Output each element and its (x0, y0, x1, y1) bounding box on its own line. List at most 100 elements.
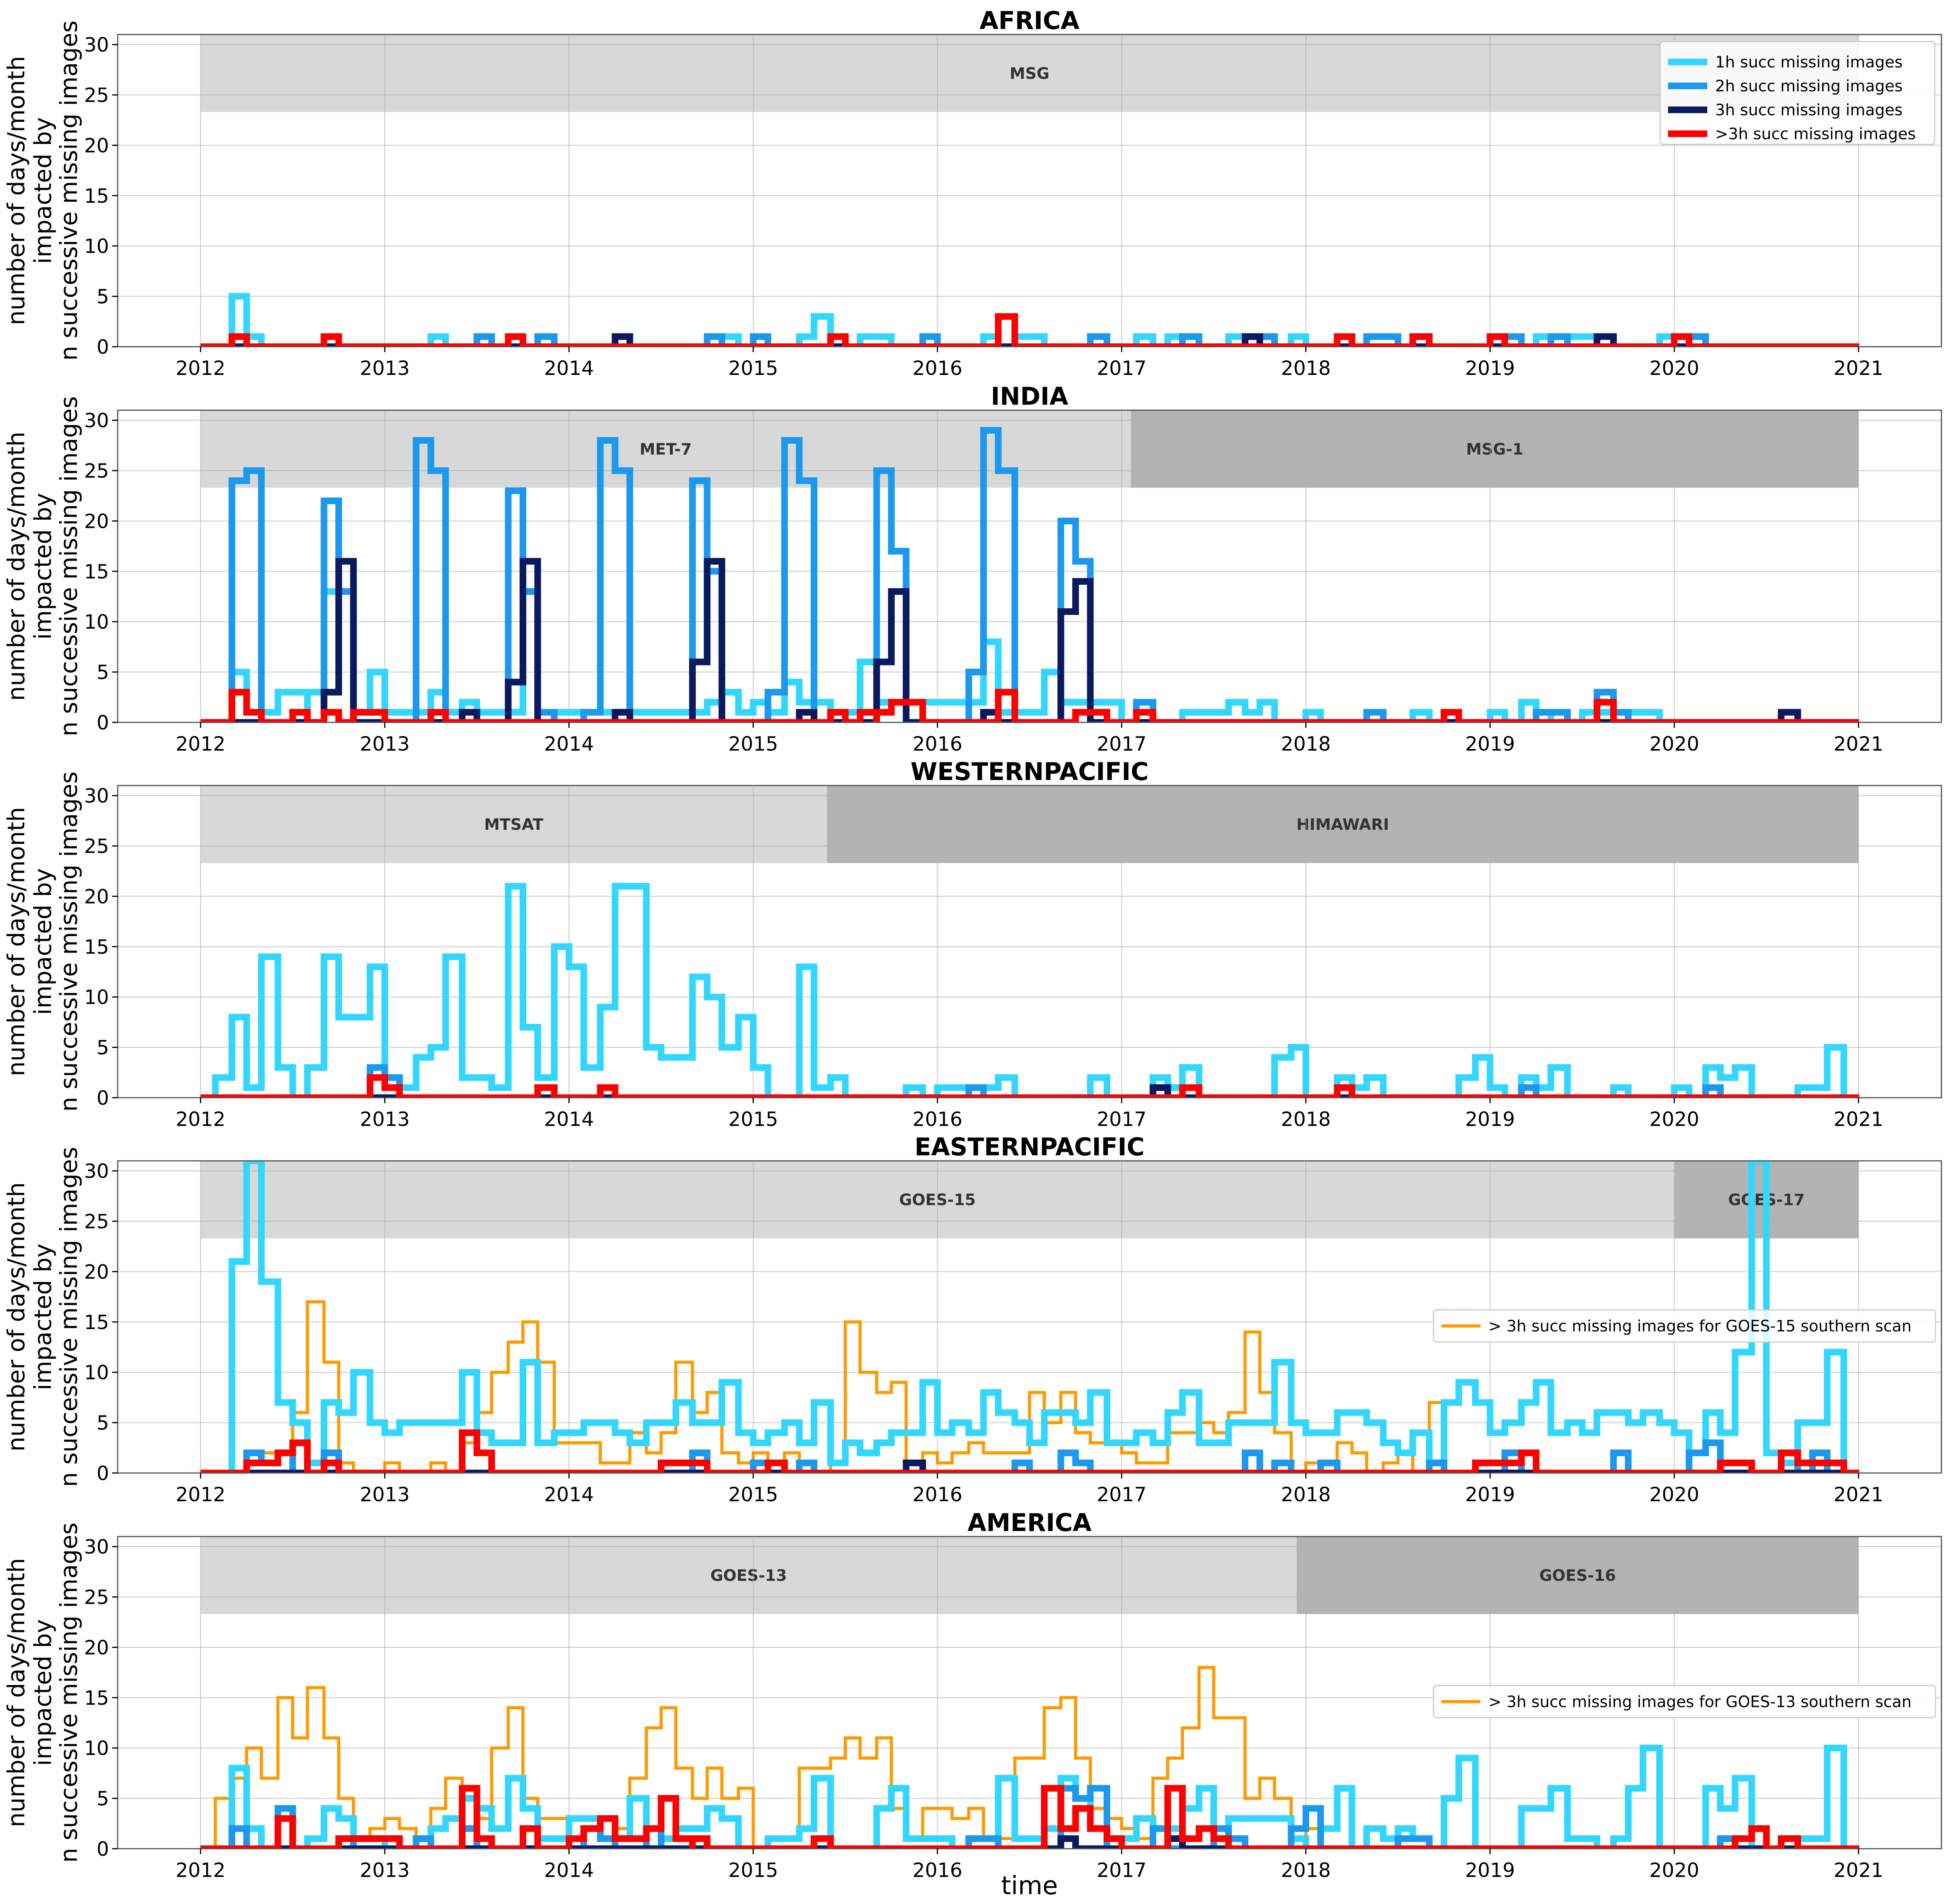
series-group (200, 883, 1859, 1098)
series-line-succ_gt3h (200, 689, 1859, 722)
series-line-succ_2h (200, 427, 1859, 722)
x-tick-label: 2012 (176, 733, 226, 755)
y-tick-label: 15 (84, 1311, 109, 1334)
y-tick-label: 30 (84, 409, 109, 432)
x-tick-label: 2018 (1281, 357, 1331, 380)
x-tick-label: 2019 (1465, 733, 1515, 755)
x-tick-label: 2021 (1834, 1108, 1883, 1131)
y-axis-label-line: number of days/month (3, 807, 30, 1077)
y-axis-label-line: n successive missing images (55, 396, 83, 737)
y-tick-label: 30 (84, 785, 109, 807)
y-axis-label-line: impacted by (29, 1619, 57, 1766)
y-axis-label-line: number of days/month (3, 1558, 30, 1828)
satellite-band-label: HIMAWARI (1296, 816, 1389, 834)
y-axis-label-line: n successive missing images (55, 771, 83, 1112)
panel-title: AFRICA (980, 6, 1080, 35)
series-line-southern_scan (200, 1300, 1859, 1473)
series-line-succ_gt3h (200, 1429, 1859, 1473)
y-tick-label: 15 (84, 936, 109, 958)
y-tick-label: 5 (96, 1412, 109, 1435)
x-tick-label: 2015 (728, 357, 778, 380)
x-tick-label: 2019 (1465, 1108, 1515, 1131)
satellite-band-label: GOES-16 (1539, 1567, 1616, 1585)
axes-frame (117, 1536, 1942, 1849)
y-tick-label: 0 (96, 1838, 109, 1860)
y-tick-label: 5 (96, 286, 109, 308)
x-tick-label: 2017 (1097, 357, 1146, 380)
x-tick-label: 2014 (544, 1859, 594, 1882)
satellite-band-label: MTSAT (484, 816, 544, 834)
panel-title: EASTERNPACIFIC (915, 1133, 1145, 1161)
y-tick-label: 10 (84, 235, 109, 258)
series-line-succ_2h (200, 1785, 1859, 1849)
satellite-band (200, 35, 1859, 112)
y-tick-label: 10 (84, 986, 109, 1009)
legend-southern-scan: > 3h succ missing images for GOES-15 sou… (1433, 1309, 1936, 1343)
panel-title: WESTERNPACIFIC (911, 757, 1149, 786)
series-line-succ_gt3h (200, 1074, 1859, 1098)
y-axis-label-line: number of days/month (3, 56, 30, 326)
x-tick-label: 2020 (1649, 733, 1699, 755)
series-group (200, 427, 1859, 722)
satellite-band (827, 786, 1859, 863)
x-tick-label: 2014 (544, 357, 594, 380)
x-tick-label: 2017 (1097, 1859, 1146, 1882)
y-axis-label-line: number of days/month (3, 1182, 30, 1452)
x-tick-label: 2013 (360, 1108, 409, 1131)
x-tick-label: 2017 (1097, 733, 1146, 755)
y-tick-label: 30 (84, 1536, 109, 1558)
series-group (200, 293, 1859, 347)
y-tick-label: 15 (84, 560, 109, 583)
satellite-band-label: MSG (1010, 65, 1049, 83)
y-tick-label: 20 (84, 134, 109, 157)
satellite-band (200, 410, 1131, 488)
x-tick-label: 2012 (176, 1108, 226, 1131)
y-axis-label-line: impacted by (29, 493, 57, 640)
x-tick-label: 2015 (728, 1108, 778, 1131)
axes-frame (117, 34, 1942, 347)
x-tick-label: 2016 (913, 1483, 962, 1506)
series-line-succ_3h (200, 558, 1859, 722)
x-tick-label: 2013 (360, 1859, 409, 1882)
x-tick-label: 2015 (728, 733, 778, 755)
x-axis-label: time (1001, 1871, 1058, 1900)
x-tick-label: 2019 (1465, 1483, 1515, 1506)
y-tick-label: 0 (96, 1087, 109, 1109)
x-tick-label: 2020 (1649, 1859, 1699, 1882)
x-tick-label: 2013 (360, 733, 409, 755)
x-tick-label: 2017 (1097, 1108, 1146, 1131)
panel-title: AMERICA (968, 1508, 1092, 1537)
y-tick-label: 10 (84, 611, 109, 633)
y-tick-label: 5 (96, 1788, 109, 1810)
legend-label: 1h succ missing images (1715, 53, 1903, 71)
y-tick-label: 25 (84, 84, 109, 107)
series-line-succ_2h (200, 1439, 1859, 1473)
y-axis-label-line: impacted by (29, 1244, 57, 1390)
y-tick-label: 20 (84, 885, 109, 908)
y-tick-label: 20 (84, 510, 109, 533)
y-tick-label: 15 (84, 1687, 109, 1709)
y-tick-label: 20 (84, 1260, 109, 1283)
satellite-band-label: MET-7 (640, 440, 692, 458)
x-tick-label: 2018 (1281, 1859, 1331, 1882)
x-tick-label: 2019 (1465, 1859, 1515, 1882)
legend: 1h succ missing images 2h succ missing im… (1659, 41, 1936, 145)
x-tick-label: 2016 (913, 733, 962, 755)
x-tick-label: 2014 (544, 1108, 594, 1131)
y-tick-label: 25 (84, 835, 109, 858)
axes-frame (117, 785, 1942, 1098)
y-tick-label: 0 (96, 336, 109, 358)
y-axis-label-line: impacted by (29, 117, 57, 264)
satellite-band (200, 1537, 1297, 1614)
satellite-band-label: GOES-13 (710, 1567, 787, 1585)
x-tick-label: 2014 (544, 733, 594, 755)
x-tick-label: 2021 (1834, 1859, 1883, 1882)
y-tick-label: 10 (84, 1737, 109, 1760)
